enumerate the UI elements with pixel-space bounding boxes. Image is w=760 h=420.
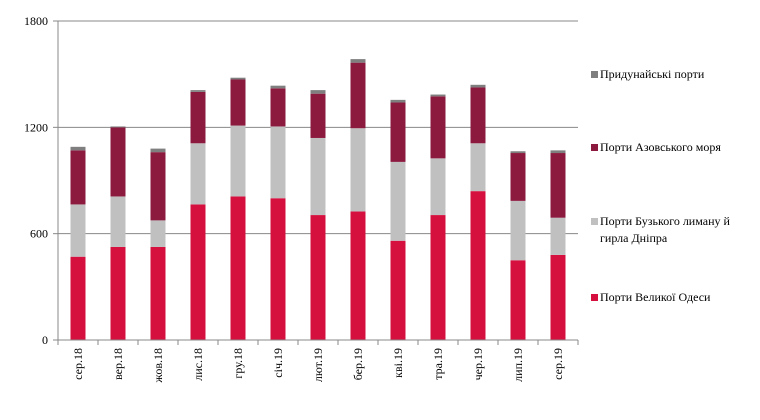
bar-segment bbox=[310, 137, 326, 216]
bar-segment bbox=[190, 204, 206, 340]
bar-segment bbox=[470, 84, 486, 88]
legend-label-danube: Придунайські порти bbox=[600, 67, 705, 81]
bar-segment bbox=[550, 150, 566, 154]
y-tick-label: 0 bbox=[42, 333, 48, 347]
bar-segment bbox=[350, 59, 366, 63]
x-tick-label: вер.18 bbox=[111, 348, 125, 380]
bars bbox=[70, 59, 566, 340]
y-tick-label: 1200 bbox=[24, 120, 48, 134]
x-tick-label: сер.18 bbox=[71, 348, 85, 380]
bar-segment bbox=[510, 260, 526, 340]
bar-segment bbox=[150, 148, 166, 153]
bar-segment bbox=[510, 151, 526, 154]
x-tick-label: лип.19 bbox=[511, 348, 525, 382]
bar-segment bbox=[310, 93, 326, 138]
bar-segment bbox=[70, 256, 86, 340]
bar-segment bbox=[310, 215, 326, 340]
bar-segment bbox=[430, 158, 446, 216]
bar-segment bbox=[430, 96, 446, 159]
bar-segment bbox=[270, 88, 286, 127]
bar-segment bbox=[270, 198, 286, 340]
bar-segment bbox=[350, 211, 366, 340]
bar-segment bbox=[230, 196, 246, 340]
x-tick-label: сер.19 bbox=[551, 348, 565, 380]
x-tick-label: чер.19 bbox=[471, 348, 485, 380]
bar-segment bbox=[150, 220, 166, 247]
bar-segment bbox=[190, 143, 206, 205]
y-tick-labels: 0 600 1200 1800 bbox=[24, 14, 48, 347]
x-tick-label: лют.19 bbox=[311, 348, 325, 382]
bar-segment bbox=[390, 102, 406, 162]
x-tick-label: січ.19 bbox=[271, 348, 285, 378]
bar-segment bbox=[230, 77, 246, 80]
legend-swatch-danube bbox=[591, 71, 598, 78]
x-tick-label: бер.19 bbox=[351, 348, 365, 380]
bar-segment bbox=[230, 125, 246, 197]
x-tick-label: жов.18 bbox=[151, 348, 165, 384]
bar-segment bbox=[510, 153, 526, 201]
bar-segment bbox=[550, 217, 566, 255]
bar-segment bbox=[190, 90, 206, 92]
bar-segment bbox=[310, 90, 326, 94]
bar-segment bbox=[150, 152, 166, 221]
x-tick-label: гру.18 bbox=[231, 348, 245, 379]
bar-segment bbox=[390, 161, 406, 241]
bar-segment bbox=[190, 91, 206, 144]
legend-label-odesa: Порти Великої Одеси bbox=[600, 290, 711, 304]
y-tick-label: 1800 bbox=[24, 14, 48, 28]
bar-segment bbox=[470, 191, 486, 340]
bar-segment bbox=[470, 87, 486, 144]
bar-segment bbox=[70, 150, 86, 205]
bar-segment bbox=[70, 204, 86, 257]
legend-swatch-azov bbox=[591, 144, 598, 151]
x-tick-label: лис.18 bbox=[191, 348, 205, 381]
bar-segment bbox=[110, 196, 126, 247]
bar-segment bbox=[470, 143, 486, 192]
axes bbox=[53, 20, 579, 345]
bar-segment bbox=[510, 200, 526, 261]
bar-segment bbox=[350, 62, 366, 129]
bar-segment bbox=[110, 246, 126, 340]
legend-label-bug-dnipro: Порти Бузького лиману й гирла Дніпра bbox=[600, 214, 730, 245]
bar-segment bbox=[70, 146, 86, 151]
bar-segment bbox=[350, 128, 366, 212]
bar-segment bbox=[270, 85, 286, 89]
legend-label-azov: Порти Азовського моря bbox=[600, 140, 721, 154]
bar-segment bbox=[150, 246, 166, 340]
x-tick-label: кві.19 bbox=[391, 348, 405, 378]
bar-segment bbox=[430, 215, 446, 340]
bar-segment bbox=[390, 240, 406, 340]
bar-segment bbox=[230, 79, 246, 126]
bar-segment bbox=[550, 153, 566, 218]
bar-segment bbox=[110, 127, 126, 197]
legend-swatch-bug-dnipro bbox=[591, 218, 598, 225]
bar-segment bbox=[270, 126, 286, 199]
legend-swatch-odesa bbox=[591, 294, 598, 301]
bar-segment bbox=[430, 94, 446, 97]
y-tick-label: 600 bbox=[30, 227, 48, 241]
x-tick-labels: сер.18 вер.18 жов.18 лис.18 гру.18 січ.19 лют.… bbox=[71, 348, 565, 384]
bar-segment bbox=[550, 254, 566, 340]
x-tick-label: тра.19 bbox=[431, 348, 445, 380]
bar-segment bbox=[110, 126, 126, 128]
bar-segment bbox=[390, 99, 406, 103]
